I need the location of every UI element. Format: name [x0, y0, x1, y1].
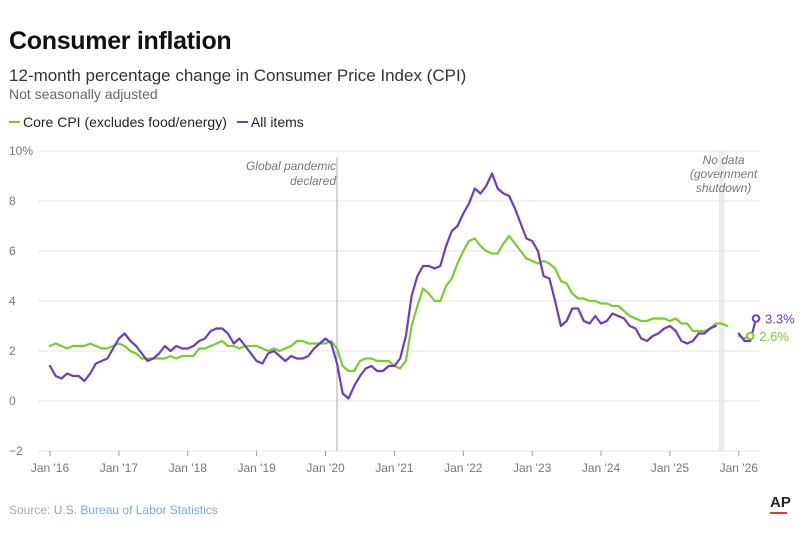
x-tick-label: Jan '22	[444, 461, 483, 475]
x-tick-label: Jan '25	[651, 461, 690, 475]
ap-logo: AP	[770, 494, 791, 511]
chart-title: Consumer inflation	[9, 27, 232, 55]
chart-subtitle: 12-month percentage change in Consumer P…	[9, 66, 467, 85]
x-tick-label: Jan '16	[31, 461, 70, 475]
shutdown-annotation-text: No data	[703, 153, 745, 167]
legend-item-core: Core CPI (excludes food/energy)	[9, 114, 227, 130]
y-tick-label: 0	[9, 394, 16, 408]
legend-label-all: All items	[250, 114, 304, 130]
y-tick-label: 4	[9, 294, 16, 308]
y-tick-label: 8	[9, 194, 16, 208]
end-value-label: 2.6%	[759, 329, 789, 344]
series-line-all-items	[737, 317, 758, 343]
source-note: Source: U.S. Bureau of Labor Statistics	[9, 503, 218, 517]
y-tick-label: −2	[9, 444, 23, 458]
shutdown-annotation-text: (government	[690, 167, 758, 181]
series-line-all-items	[48, 172, 717, 400]
end-marker	[745, 331, 755, 341]
legend-item-all: All items	[236, 114, 304, 130]
cpi-line-chart: −2 0 2 4 6 8 10% Jan '16 Jan '17 Jan '18 Jan '19 Ja…	[9, 144, 795, 475]
legend-label-core: Core CPI (excludes food/energy)	[23, 114, 227, 130]
pandemic-annotation-text: Global pandemic	[246, 159, 336, 173]
end-marker	[751, 314, 761, 323]
legend-swatch-core	[9, 121, 20, 123]
x-tick-label: Jan '26	[720, 461, 759, 475]
ap-logo-bar	[770, 512, 787, 514]
legend-swatch-all	[236, 121, 248, 123]
source-prefix: Source:	[9, 503, 54, 517]
end-value-label: 3.3%	[765, 312, 795, 327]
x-tick-label: Jan '17	[100, 461, 139, 475]
y-tick-label: 6	[9, 244, 16, 258]
x-tick-label: Jan '24	[582, 461, 621, 475]
x-tick-label: Jan '20	[306, 461, 345, 475]
x-tick-label: Jan '21	[375, 461, 414, 475]
x-tick-label: Jan '19	[237, 461, 276, 475]
source-link[interactable]: U.S. Bureau of Labor Statistics	[53, 503, 218, 517]
x-tick-label: Jan '23	[513, 461, 552, 475]
y-tick-label: 2	[9, 344, 16, 358]
x-tick-label: Jan '18	[169, 461, 208, 475]
shutdown-annotation-text: shutdown)	[696, 181, 751, 195]
series-line-core-cpi	[48, 234, 729, 373]
y-tick-label: 10%	[9, 144, 33, 158]
chart-note: Not seasonally adjusted	[9, 86, 158, 102]
legend: Core CPI (excludes food/energy) All item…	[9, 114, 314, 130]
pandemic-annotation-text: declared	[290, 174, 336, 188]
